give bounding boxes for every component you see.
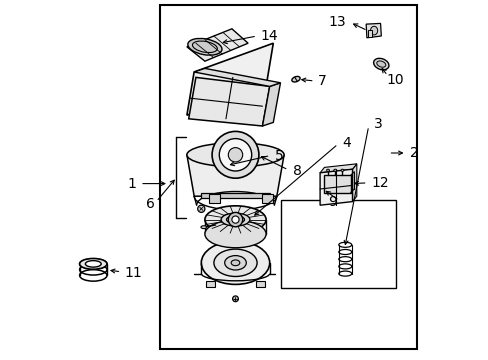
Circle shape [222,215,231,224]
Bar [256,281,264,287]
Text: 1: 1 [127,177,136,190]
Polygon shape [186,43,273,115]
Bar [280,200,395,288]
Text: 11: 11 [124,266,142,279]
Ellipse shape [187,39,222,55]
Ellipse shape [186,143,284,167]
Ellipse shape [80,258,107,269]
Ellipse shape [333,169,336,171]
Polygon shape [352,164,356,202]
Text: 10: 10 [385,73,403,87]
Text: 4: 4 [342,136,351,150]
Circle shape [219,139,251,171]
Ellipse shape [204,206,265,233]
Circle shape [197,205,204,212]
Polygon shape [194,68,280,86]
Ellipse shape [201,226,206,229]
Bar [201,193,269,198]
Circle shape [232,296,238,302]
Bar [323,175,350,193]
Polygon shape [186,29,247,61]
Text: 2: 2 [409,146,418,160]
Ellipse shape [224,256,246,270]
Ellipse shape [373,58,388,70]
Polygon shape [366,23,381,38]
Bar [205,281,214,287]
Bar [367,30,371,37]
Ellipse shape [231,260,239,266]
Ellipse shape [326,169,329,171]
Ellipse shape [226,216,244,224]
Text: 9: 9 [327,195,336,209]
Polygon shape [188,77,269,126]
Text: 8: 8 [292,165,301,178]
Ellipse shape [201,241,269,284]
Polygon shape [262,83,280,126]
Bar [262,194,272,203]
Circle shape [228,212,242,227]
Polygon shape [320,169,352,205]
Circle shape [228,148,242,162]
Bar [160,5,416,349]
Text: 13: 13 [328,15,346,28]
Text: 6: 6 [145,198,154,211]
Ellipse shape [213,249,257,276]
Ellipse shape [340,169,343,171]
Ellipse shape [221,213,249,226]
Text: 14: 14 [260,29,278,43]
Circle shape [224,217,228,222]
Ellipse shape [291,76,300,82]
Circle shape [231,216,239,223]
Ellipse shape [204,220,265,248]
Bar [208,194,219,203]
Text: 3: 3 [373,117,382,131]
Ellipse shape [85,261,101,267]
Text: 7: 7 [318,74,326,88]
Ellipse shape [376,61,385,67]
Text: 5: 5 [274,149,283,162]
Polygon shape [186,155,284,196]
Text: 12: 12 [370,176,388,190]
Circle shape [212,131,258,178]
Polygon shape [320,164,356,173]
Ellipse shape [370,26,377,35]
